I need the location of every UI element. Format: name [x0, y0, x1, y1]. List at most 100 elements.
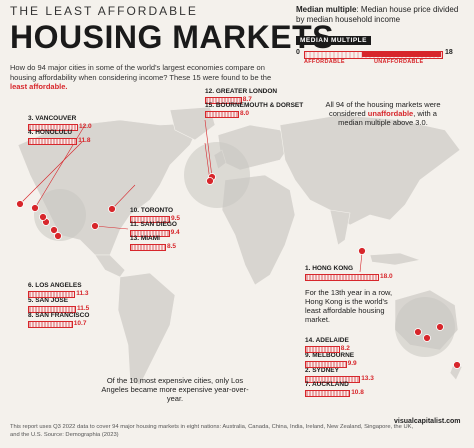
city-bar-row: 11.8: [28, 137, 90, 145]
auckland-dot: [453, 361, 461, 369]
city-adelaide: 14. ADELAIDE 8.2: [305, 337, 350, 353]
city-label: 6. LOS ANGELES: [28, 282, 82, 289]
city-label: 9. MELBOURNE: [305, 352, 355, 359]
footer-source: This report uses Q3 2022 data to cover 9…: [10, 424, 414, 438]
city-bar-row: 9.5: [130, 215, 180, 223]
miami-leader: [94, 225, 129, 230]
city-bar-row: 8.2: [305, 345, 350, 353]
city-auckland: 7. AUCKLAND 10.8: [305, 381, 364, 397]
city-value: 10.7: [73, 320, 87, 327]
uk-highlight: [184, 142, 250, 208]
city-bournemouth-dorset: 15. BOURNEMOUTH & DORSET 8.0: [205, 102, 303, 118]
india-shape: [329, 209, 351, 246]
san-francisco-dot: [39, 213, 47, 221]
africa-shape: [221, 174, 296, 286]
toronto-dot: [108, 205, 116, 213]
city-value: 18.0: [380, 273, 393, 280]
legend-scale-title: MEDIAN MULTIPLE: [296, 36, 371, 45]
city-bar: [205, 97, 242, 104]
hong-kong-leader: [359, 252, 363, 273]
london-leader: [204, 119, 213, 178]
city-label: 4. HONOLULU: [28, 129, 73, 136]
legend-heading: Median multiple: [296, 5, 357, 14]
city-label: 3. VANCOUVER: [28, 115, 77, 122]
city-value: 10.8: [351, 389, 364, 396]
note-all-highlight: unaffordable: [367, 109, 414, 118]
hong-kong-dot: [358, 247, 366, 255]
city-bar-row: 10.8: [305, 389, 364, 397]
city-bar: [305, 274, 379, 281]
legend-heading-rest: : Median house price divided by median h…: [296, 5, 459, 24]
city-value: 8.5: [167, 243, 177, 250]
city-label: 13. MIAMI: [130, 235, 160, 242]
city-bar: [28, 124, 78, 131]
city-label: 14. ADELAIDE: [305, 337, 349, 344]
city-bar-row: 9.9: [305, 360, 357, 368]
city-value: 11.5: [77, 305, 90, 312]
los-angeles-dot: [50, 226, 58, 234]
city-bar-row: 11.5: [28, 305, 89, 313]
legend-scale: MEDIAN MULTIPLE 0 18 AFFORDABLE UNAFFORD…: [296, 29, 461, 68]
city-san-jose: 5. SAN JOSE 11.5: [28, 297, 89, 313]
city-value: 11.3: [76, 290, 89, 297]
city-greater-london: 12. GREATER LONDON 8.7: [205, 88, 277, 104]
legend-bar-unaffordable: [362, 51, 441, 57]
city-label: 1. HONG KONG: [305, 265, 354, 272]
city-bar: [28, 291, 76, 298]
city-bar: [28, 138, 78, 145]
central-america-shape: [94, 254, 126, 278]
city-value: 12.0: [79, 123, 92, 130]
city-bar: [305, 376, 361, 383]
city-label: 12. GREATER LONDON: [205, 88, 278, 95]
note-hong-kong: For the 13th year in a row, Hong Kong is…: [305, 288, 393, 324]
city-toronto: 10. TORONTO 9.5: [130, 207, 180, 223]
intro-text: How do 94 major cities in some of the wo…: [10, 63, 275, 92]
city-bar: [130, 244, 166, 251]
page-title: HOUSING MARKETS: [10, 19, 334, 55]
note-expensive-cities: Of the 10 most expensive cities, only Lo…: [101, 376, 249, 403]
city-label: 11. SAN DIEGO: [130, 221, 177, 228]
city-value: 9.9: [347, 360, 357, 367]
city-bar: [205, 111, 239, 118]
intro-highlight: least affordable.: [10, 82, 68, 91]
city-hong-kong: 1. HONG KONG 18.0: [305, 265, 393, 281]
miami-dot: [91, 222, 99, 230]
legend-unaffordable-label: UNAFFORDABLE: [374, 59, 424, 65]
honolulu-leader: [19, 141, 83, 205]
toronto-leader: [111, 184, 136, 210]
sydney-dot: [436, 323, 444, 331]
world-map: [16, 106, 463, 386]
city-bar: [28, 321, 73, 328]
city-bar-row: 18.0: [305, 273, 393, 281]
city-bar-row: 11.3: [28, 290, 88, 298]
city-value: 9.4: [170, 229, 180, 236]
city-value: 8.0: [240, 110, 250, 117]
us-west-highlight: [34, 189, 86, 241]
vancouver-dot: [31, 204, 39, 212]
city-label: 7. AUCKLAND: [305, 381, 349, 388]
note-all-post: , with a median multiple above 3.0.: [338, 109, 437, 127]
legend-affordable-label: AFFORDABLE: [304, 59, 345, 65]
city-miami: 13. MIAMI 8.5: [130, 235, 176, 251]
note-all-unaffordable: All 94 of the housing markets were consi…: [323, 100, 443, 127]
legend-max: 18: [445, 49, 453, 56]
legend: Median multiple: Median house price divi…: [296, 5, 468, 68]
city-san-francisco: 8. SAN FRANCISCO 10.7: [28, 312, 89, 328]
adelaide-dot: [414, 328, 422, 336]
city-value: 13.3: [361, 375, 374, 382]
legend-min: 0: [296, 49, 300, 56]
city-melbourne: 9. MELBOURNE 9.9: [305, 352, 357, 368]
city-label: 5. SAN JOSE: [28, 297, 69, 304]
honolulu-dot: [16, 200, 24, 208]
city-sydney: 2. SYDNEY 13.3: [305, 367, 374, 383]
legend-bar-row: 0 18: [296, 49, 461, 59]
city-los-angeles: 6. LOS ANGELES 11.3: [28, 282, 88, 298]
melbourne-dot: [423, 334, 431, 342]
city-label: 8. SAN FRANCISCO: [28, 312, 90, 319]
brand-logo-text: visualcapitalist.com: [394, 418, 461, 425]
city-bar-row: 8.5: [130, 243, 176, 251]
city-bar: [305, 346, 340, 353]
city-value: 8.2: [340, 345, 350, 352]
san-diego-dot: [54, 232, 62, 240]
bournemouth-dot: [206, 177, 214, 185]
